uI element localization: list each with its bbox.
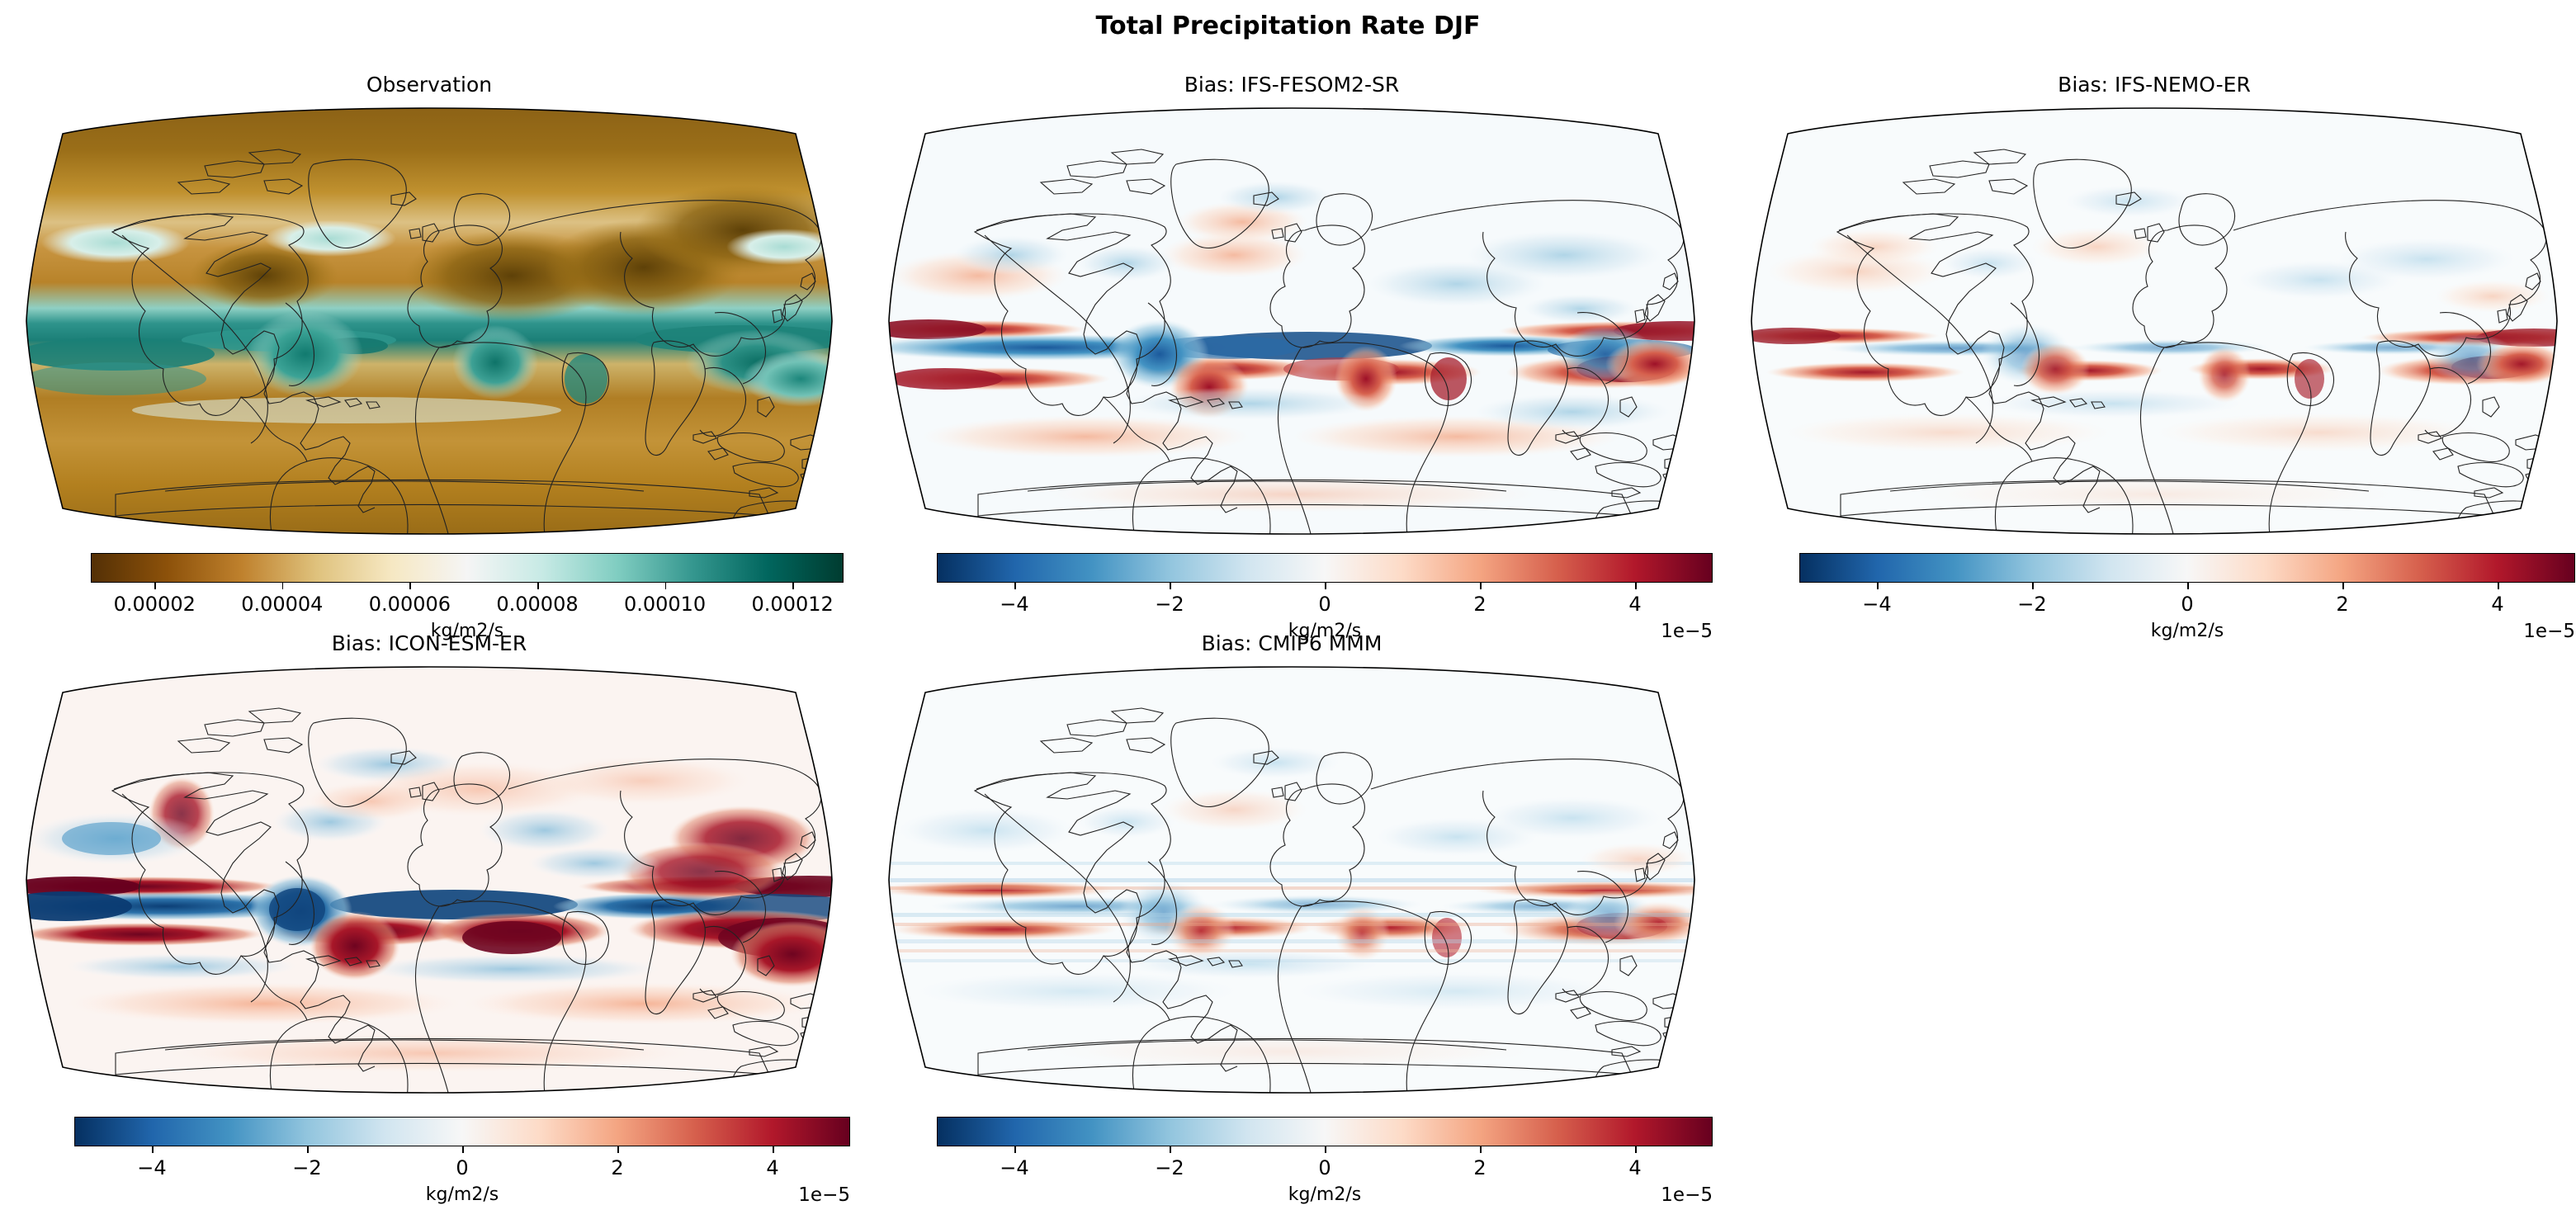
map-observation — [17, 102, 842, 540]
colorbar-tick-label: 2 — [1473, 1156, 1487, 1179]
map-cmip6-mmm — [879, 661, 1704, 1099]
colorbar-tick-label: 0 — [1318, 1156, 1331, 1179]
colorbar-tick-label: −2 — [292, 1156, 322, 1179]
colorbar-tick-label: −4 — [1000, 593, 1029, 616]
colorbar-ifs-fesom2-sr[interactable]: −4 −2 0 2 4 kg/m2/s 1e−5 — [937, 553, 1713, 660]
colorbar-tick-label: 0.00004 — [241, 593, 324, 616]
colorbar-ifs-fesom2-sr-bar — [937, 553, 1713, 583]
colorbar-tick-label: 0.00008 — [496, 593, 579, 616]
colorbar-tick-label: 2 — [2336, 593, 2349, 616]
colorbar-cmip6-mmm[interactable]: −4 −2 0 2 4 kg/m2/s 1e−5 — [937, 1117, 1713, 1224]
panel-title-ifs-nemo-er: Bias: IFS-NEMO-ER — [2058, 73, 2251, 97]
colorbar-tick-label: −4 — [1000, 1156, 1029, 1179]
map-svg-cmip6-mmm — [888, 666, 1695, 1094]
colorbar-tick-label: −2 — [1155, 1156, 1184, 1179]
map-icon-esm-er — [17, 661, 842, 1099]
figure-title: Total Precipitation Rate DJF — [1095, 12, 1481, 40]
colorbar-icon-esm-er-bar — [74, 1117, 850, 1146]
colorbar-icon-esm-er-offset: 1e−5 — [798, 1184, 850, 1206]
map-svg-ifs-fesom2-sr — [888, 107, 1695, 535]
colorbar-observation-bar — [91, 553, 844, 583]
colorbar-cmip6-mmm-units: kg/m2/s — [1288, 1184, 1362, 1205]
colorbar-tick-label: −4 — [1862, 593, 1892, 616]
colorbar-tick-label: 4 — [1628, 593, 1642, 616]
panel-ifs-fesom2-sr: Bias: IFS-FESOM2-SR — [879, 73, 1713, 650]
colorbar-tick-label: 4 — [2491, 593, 2504, 616]
colorbar-tick-label: 0.00006 — [368, 593, 451, 616]
colorbar-ifs-fesom2-sr-units: kg/m2/s — [1288, 621, 1362, 641]
colorbar-tick-label: 4 — [766, 1156, 779, 1179]
colorbar-tick-label: 0 — [1318, 593, 1331, 616]
colorbar-ifs-nemo-er-bar — [1799, 553, 2575, 583]
panel-observation: Observation — [17, 73, 844, 650]
panel-title-ifs-fesom2-sr: Bias: IFS-FESOM2-SR — [1184, 73, 1400, 97]
map-frame-cmip6-mmm — [888, 666, 1695, 1094]
panel-title-observation: Observation — [366, 73, 493, 97]
map-frame-ifs-nemo-er — [1751, 107, 2558, 535]
colorbar-tick-label: 0.00010 — [623, 593, 707, 616]
panel-icon-esm-er: Bias: ICON-ESM-ER — [17, 631, 850, 1209]
map-frame-ifs-fesom2-sr — [888, 107, 1695, 535]
map-frame-icon-esm-er — [26, 666, 833, 1094]
colorbar-cmip6-mmm-offset: 1e−5 — [1661, 1184, 1713, 1206]
map-svg-observation — [26, 107, 833, 535]
map-svg-icon-esm-er — [26, 666, 833, 1094]
colorbar-ifs-fesom2-sr-offset: 1e−5 — [1661, 621, 1713, 642]
panel-title-cmip6-mmm: Bias: CMIP6 MMM — [1201, 631, 1383, 655]
colorbar-tick-label: 2 — [1473, 593, 1487, 616]
colorbar-tick-label: −4 — [137, 1156, 167, 1179]
colorbar-tick-label: −2 — [1155, 593, 1184, 616]
map-frame-observation — [26, 107, 833, 535]
panel-title-icon-esm-er: Bias: ICON-ESM-ER — [331, 631, 527, 655]
colorbar-ifs-nemo-er-units: kg/m2/s — [2150, 621, 2224, 641]
colorbar-icon-esm-er[interactable]: −4 −2 0 2 4 kg/m2/s 1e−5 — [74, 1117, 850, 1224]
colorbar-tick-label: 0 — [2181, 593, 2194, 616]
map-svg-ifs-nemo-er — [1751, 107, 2558, 535]
colorbar-ifs-nemo-er-offset: 1e−5 — [2523, 621, 2575, 642]
colorbar-tick-label: 2 — [611, 1156, 624, 1179]
colorbar-tick-label: 0 — [456, 1156, 469, 1179]
colorbar-tick-label: −2 — [2017, 593, 2047, 616]
colorbar-tick-label: 0.00002 — [113, 593, 196, 616]
map-ifs-nemo-er — [1742, 102, 2567, 540]
map-ifs-fesom2-sr — [879, 102, 1704, 540]
colorbar-ifs-nemo-er[interactable]: −4 −2 0 2 4 kg/m2/s 1e−5 — [1799, 553, 2575, 660]
panel-ifs-nemo-er: Bias: IFS-NEMO-ER — [1742, 73, 2575, 650]
colorbar-tick-label: 0.00012 — [751, 593, 834, 616]
colorbar-cmip6-mmm-bar — [937, 1117, 1713, 1146]
colorbar-icon-esm-er-units: kg/m2/s — [425, 1184, 499, 1205]
colorbar-observation-units: kg/m2/s — [430, 621, 504, 641]
panel-cmip6-mmm: Bias: CMIP6 MMM — [879, 631, 1713, 1209]
colorbar-tick-label: 4 — [1628, 1156, 1642, 1179]
